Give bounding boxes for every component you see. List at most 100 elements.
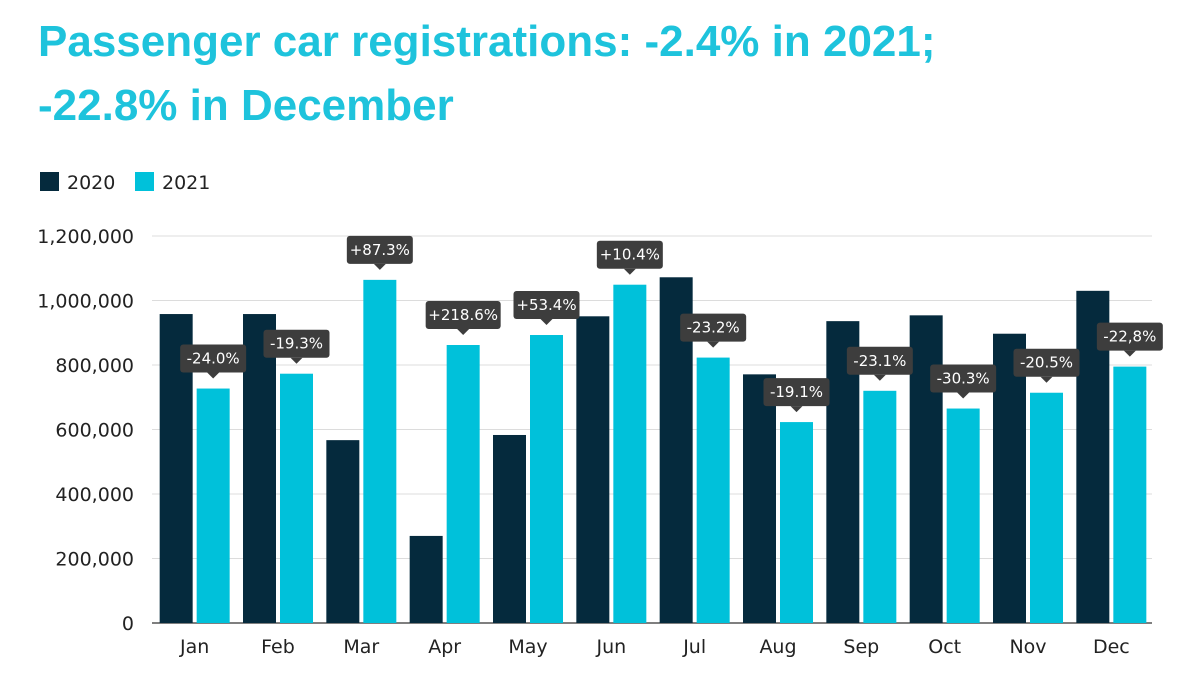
x-tick-label: Nov bbox=[1009, 636, 1046, 658]
callout-box bbox=[763, 378, 830, 407]
x-tick-label: Dec bbox=[1093, 636, 1130, 658]
bar-2021-jan bbox=[196, 388, 230, 623]
callout-label: -23.2% bbox=[687, 319, 740, 337]
bar-2020-nov bbox=[993, 333, 1026, 623]
callout-pointer bbox=[1040, 376, 1053, 383]
bar-2021-may bbox=[530, 335, 563, 623]
chart-title-line-2: -22.8% in December bbox=[38, 81, 454, 130]
callout-box bbox=[263, 329, 330, 358]
bar-2020-jun bbox=[576, 316, 610, 623]
x-tick-label: Aug bbox=[759, 636, 796, 658]
callout-pointer bbox=[290, 357, 303, 364]
change-callout-aug: -19.1% bbox=[763, 378, 830, 413]
x-tick-label: May bbox=[508, 636, 547, 658]
callout-pointer bbox=[540, 319, 553, 326]
change-callout-jul: -23.2% bbox=[680, 313, 747, 348]
bar-2021-mar bbox=[363, 279, 397, 623]
callout-label: -23.1% bbox=[853, 352, 906, 370]
callout-label: -20.5% bbox=[1020, 354, 1073, 372]
change-callout-jun: +10.4% bbox=[596, 240, 663, 275]
change-callout-feb: -19.3% bbox=[263, 329, 330, 364]
callout-label: +10.4% bbox=[600, 246, 660, 264]
callout-box bbox=[1096, 322, 1163, 351]
y-axis: 0 200,000 400,000 600,000 800,000 1,000,000 1,… bbox=[37, 226, 134, 635]
x-tick-label: Oct bbox=[928, 636, 961, 658]
change-callout-sep: -23.1% bbox=[846, 346, 913, 381]
x-tick-label: Apr bbox=[428, 636, 461, 658]
bar-2020-apr bbox=[409, 535, 443, 623]
callout-pointer bbox=[457, 329, 470, 336]
annotations: -24.0% -19.3% +87.3% +218.6% +53.4% +10.4% -23… bbox=[180, 235, 1163, 413]
change-callout-jan: -24.0% bbox=[180, 344, 247, 379]
change-callout-mar: +87.3% bbox=[346, 235, 413, 270]
y-tick-label: 800,000 bbox=[55, 355, 134, 377]
callout-pointer bbox=[1123, 350, 1136, 357]
callout-box bbox=[680, 313, 747, 342]
bar-2021-apr bbox=[446, 345, 480, 623]
x-tick-label: Jul bbox=[682, 636, 706, 658]
bar-2021-sep bbox=[863, 390, 897, 623]
callout-box bbox=[596, 240, 663, 269]
y-tick-label: 600,000 bbox=[55, 420, 134, 442]
callout-pointer bbox=[873, 374, 886, 381]
callout-box bbox=[846, 346, 913, 375]
x-tick-label: Jun bbox=[595, 636, 626, 658]
bar-2020-oct bbox=[909, 315, 943, 623]
legend: 2020 2021 bbox=[40, 172, 210, 194]
change-callout-nov: -20.5% bbox=[1013, 348, 1080, 383]
callout-pointer bbox=[707, 341, 720, 348]
x-tick-label: Feb bbox=[261, 636, 295, 658]
x-tick-label: Mar bbox=[343, 636, 379, 658]
y-tick-label: 400,000 bbox=[55, 484, 134, 506]
change-callout-oct: -30.3% bbox=[930, 364, 997, 399]
bar-2021-oct bbox=[946, 408, 980, 623]
bar-2020-may bbox=[493, 434, 526, 623]
callout-label: +218.6% bbox=[428, 306, 498, 324]
bar-2021-aug bbox=[780, 422, 813, 623]
callout-label: -24.0% bbox=[187, 350, 240, 368]
bar-2021-dec bbox=[1113, 366, 1147, 623]
callout-box bbox=[180, 344, 247, 373]
callout-label: +53.4% bbox=[516, 296, 576, 314]
callout-pointer bbox=[790, 406, 803, 413]
chart-title: Passenger car registrations: -2.4% in 20… bbox=[38, 10, 1158, 138]
bar-2020-aug bbox=[743, 374, 776, 623]
callout-box bbox=[346, 235, 413, 264]
change-callout-apr: +218.6% bbox=[425, 301, 501, 336]
legend-swatch-2021 bbox=[135, 172, 154, 191]
callout-label: -30.3% bbox=[937, 370, 990, 388]
callout-pointer bbox=[623, 268, 636, 275]
callout-box bbox=[930, 364, 997, 393]
grid-lines bbox=[152, 235, 1152, 624]
y-tick-label: 1,000,000 bbox=[37, 291, 134, 313]
bars bbox=[159, 277, 1147, 623]
change-callout-may: +53.4% bbox=[513, 291, 580, 326]
callout-label: +87.3% bbox=[350, 241, 410, 259]
bar-2021-nov bbox=[1030, 392, 1063, 623]
callout-label: -19.3% bbox=[270, 335, 323, 353]
legend-swatch-2020 bbox=[40, 172, 59, 191]
legend-label-2020: 2020 bbox=[67, 172, 115, 194]
x-tick-label: Jan bbox=[179, 636, 209, 658]
chart-title-line-1: Passenger car registrations: -2.4% in 20… bbox=[38, 17, 936, 66]
bar-2020-feb bbox=[243, 314, 276, 623]
callout-pointer bbox=[957, 392, 970, 399]
legend-label-2021: 2021 bbox=[162, 172, 210, 194]
y-tick-label: 1,200,000 bbox=[37, 226, 134, 248]
callout-box bbox=[513, 291, 580, 320]
bar-2021-jul bbox=[696, 357, 730, 623]
change-callout-dec: -22,8% bbox=[1096, 322, 1163, 357]
callout-pointer bbox=[373, 263, 386, 270]
y-tick-label: 200,000 bbox=[55, 549, 134, 571]
callout-box bbox=[425, 301, 501, 330]
bar-2020-mar bbox=[326, 440, 360, 623]
callout-label: -22,8% bbox=[1103, 328, 1156, 346]
bar-2021-jun bbox=[613, 284, 647, 623]
y-tick-label: 0 bbox=[122, 613, 134, 635]
x-tick-label: Sep bbox=[843, 636, 879, 658]
callout-label: -19.1% bbox=[770, 383, 823, 401]
bar-2021-feb bbox=[280, 373, 313, 623]
x-axis: Jan Feb Mar Apr May Jun Jul Aug Sep Oct Nov Dec bbox=[179, 636, 1130, 658]
callout-box bbox=[1013, 348, 1080, 377]
